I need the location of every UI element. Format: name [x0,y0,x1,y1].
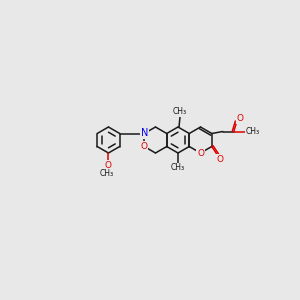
Text: CH₃: CH₃ [173,107,187,116]
Text: O: O [141,142,148,151]
Text: CH₃: CH₃ [99,169,113,178]
Text: N: N [140,128,148,139]
Text: CH₃: CH₃ [246,127,260,136]
Text: O: O [197,148,204,158]
Text: O: O [105,160,112,169]
Text: O: O [236,114,243,123]
Text: O: O [216,155,223,164]
Text: CH₃: CH₃ [171,164,185,172]
